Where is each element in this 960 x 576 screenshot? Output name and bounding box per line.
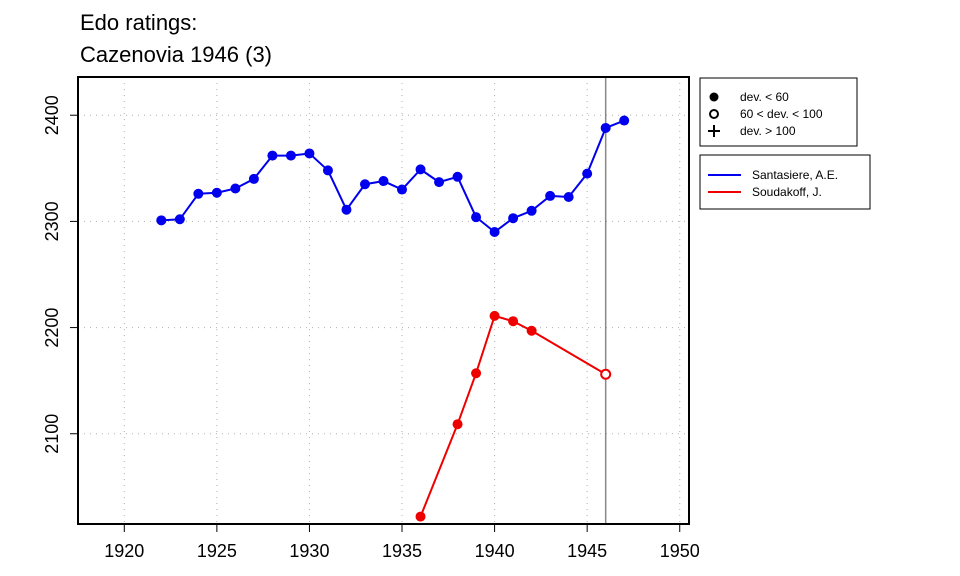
x-tick-label: 1930 — [289, 541, 329, 561]
grid — [78, 77, 689, 524]
y-tick-label: 2200 — [42, 308, 62, 348]
data-point — [378, 176, 389, 187]
data-point — [359, 179, 370, 190]
data-point — [193, 188, 204, 199]
data-point — [526, 205, 537, 216]
marker-legend-box — [699, 77, 858, 147]
data-point — [304, 148, 315, 159]
legend-open-circle-marker — [709, 109, 719, 119]
x-tick-label: 1945 — [567, 541, 607, 561]
legend-dev-lt-60: dev. < 60 — [740, 90, 789, 104]
data-point — [156, 215, 167, 226]
axes: 1920 1925 1930 1935 1940 1945 1950 2100 2200 2300… — [42, 95, 700, 561]
chart-title-line-1: Edo ratings: — [80, 10, 198, 35]
series-legend: Santasiere, A.E. Soudakoff, J. — [699, 154, 871, 210]
data-point — [508, 316, 519, 327]
data-point — [322, 165, 333, 176]
series-2 — [415, 310, 612, 522]
data-point — [174, 214, 185, 225]
y-tick-label: 2100 — [42, 414, 62, 454]
data-point — [619, 115, 630, 126]
data-point — [211, 187, 222, 198]
legend-plus-marker — [708, 125, 720, 137]
plot-frame — [77, 76, 690, 525]
series-line — [419, 314, 607, 517]
data-point-open — [600, 368, 612, 380]
x-tick-label: 1920 — [104, 541, 144, 561]
data-point — [397, 184, 408, 195]
data-point — [452, 419, 463, 430]
data-point — [471, 368, 482, 379]
x-tick-label: 1940 — [475, 541, 515, 561]
data-point — [489, 310, 500, 321]
legend-dev-gt-100: dev. > 100 — [740, 124, 796, 138]
series-layer — [156, 115, 630, 522]
x-tick-label: 1925 — [197, 541, 237, 561]
data-point — [452, 171, 463, 182]
data-point — [341, 204, 352, 215]
series-1 — [156, 115, 630, 238]
y-tick-label: 2400 — [42, 95, 62, 135]
marker-legend: dev. < 60 60 < dev. < 100 dev. > 100 — [699, 77, 858, 147]
data-point — [582, 168, 593, 179]
data-point — [415, 511, 426, 522]
data-point — [248, 173, 259, 184]
x-tick-label: 1950 — [660, 541, 700, 561]
legend-filled-circle-marker — [709, 92, 719, 102]
series-legend-box — [699, 154, 871, 210]
data-point — [545, 190, 556, 201]
data-point — [563, 191, 574, 202]
data-point — [489, 227, 500, 238]
legend-series-1-label: Santasiere, A.E. — [752, 168, 838, 182]
legend-dev-60-100: 60 < dev. < 100 — [740, 107, 823, 121]
legend-series-2-label: Soudakoff, J. — [752, 185, 822, 199]
data-point — [508, 213, 519, 224]
chart-title-line-2: Cazenovia 1946 (3) — [80, 42, 273, 67]
x-tick-label: 1935 — [382, 541, 422, 561]
data-point — [285, 150, 296, 161]
data-point — [267, 150, 278, 161]
data-point — [434, 177, 445, 188]
series-line — [161, 119, 625, 234]
data-point — [230, 183, 241, 194]
data-point — [526, 325, 537, 336]
y-tick-label: 2300 — [42, 201, 62, 241]
data-point — [415, 164, 426, 175]
data-point — [471, 212, 482, 223]
data-point — [600, 122, 611, 133]
